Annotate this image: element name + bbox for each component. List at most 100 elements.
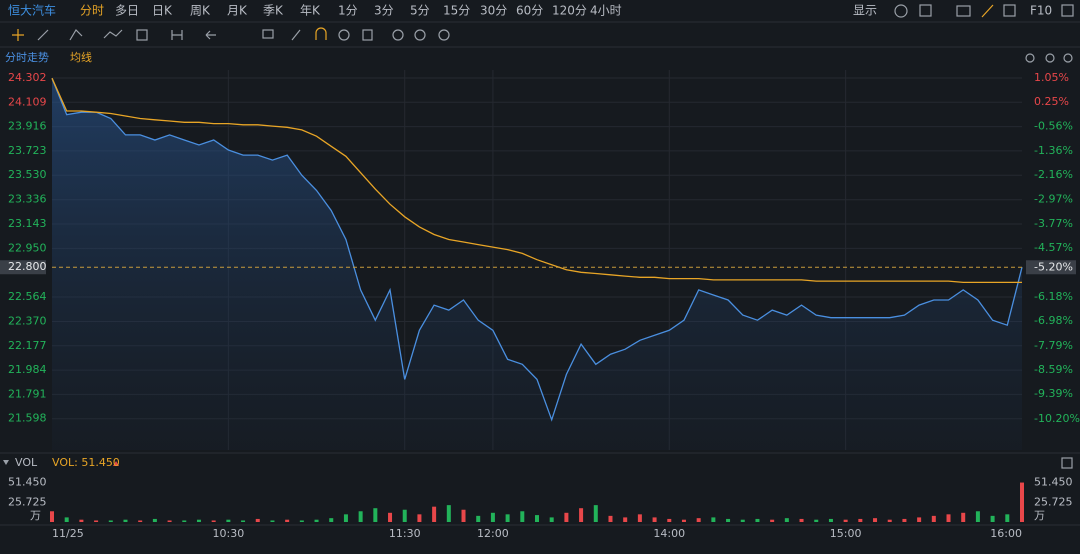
y2-tick-label: -9.39% — [1034, 387, 1073, 400]
volume-bar — [740, 519, 745, 522]
y-tick-label: 22.370 — [8, 314, 47, 327]
note-tool[interactable] — [262, 29, 274, 39]
volume-bar — [608, 515, 613, 522]
period-tab[interactable]: 周K — [190, 4, 211, 18]
period-tab[interactable]: 15分 — [443, 4, 470, 18]
lock-tool[interactable] — [414, 29, 426, 41]
price-line — [51, 77, 1023, 422]
period-tab[interactable]: 分时 — [80, 4, 104, 18]
x-tick-label: 15:00 — [830, 527, 862, 540]
collapse-icon[interactable] — [3, 460, 9, 465]
symbol[interactable]: 恒大汽车 — [8, 3, 56, 18]
volume-bar — [770, 519, 775, 522]
y-tick-label: 24.109 — [8, 95, 47, 108]
volume-bar — [828, 518, 833, 522]
zoom-in[interactable] — [1063, 53, 1073, 63]
draw-icon[interactable] — [981, 4, 994, 18]
period-tab[interactable]: 日K — [152, 4, 173, 18]
ruler-tool[interactable] — [291, 29, 301, 41]
y-tick-label: 23.530 — [8, 168, 47, 181]
period-tab[interactable]: 120分 — [552, 4, 587, 18]
arrow-tool[interactable] — [205, 30, 216, 40]
zoom-reset[interactable] — [1045, 53, 1055, 63]
volume-bar — [152, 518, 157, 522]
layout-icon[interactable] — [919, 4, 932, 17]
config-tool[interactable] — [438, 29, 450, 41]
delete-tool[interactable] — [362, 29, 373, 41]
volume-bar — [975, 511, 980, 522]
display-menu[interactable]: 显示 — [853, 4, 877, 18]
volume-bar — [432, 506, 437, 522]
volume-bar — [505, 514, 510, 522]
y2-tick-label: -6.98% — [1034, 314, 1073, 327]
volume-bar — [388, 512, 393, 522]
period-tab[interactable]: 30分 — [480, 4, 507, 18]
y-tick-label: 23.336 — [8, 193, 47, 206]
volume-bar — [623, 517, 628, 522]
x-tick-label: 12:00 — [477, 527, 509, 540]
volume-bar — [579, 508, 584, 522]
measure-tool[interactable] — [171, 30, 183, 40]
volume-bar — [343, 514, 348, 522]
volume-bar — [843, 519, 848, 522]
volume-bar — [535, 515, 539, 522]
y2-tick-label: 1.05% — [1034, 71, 1069, 84]
volume-bar — [299, 520, 304, 522]
y2-tick-label: -8.59% — [1034, 363, 1073, 376]
period-tab[interactable]: 月K — [227, 4, 248, 18]
period-tab[interactable]: 4小时 — [590, 4, 622, 18]
volume-bar — [196, 519, 201, 522]
close-icon[interactable] — [1061, 457, 1073, 469]
last-price-label: 22.800 — [8, 260, 47, 273]
volume-bar — [961, 512, 966, 522]
up-arrow — [113, 461, 119, 466]
period-tab[interactable]: 3分 — [374, 4, 394, 18]
fullscreen-icon[interactable] — [1003, 4, 1016, 17]
expand-icon[interactable] — [1061, 4, 1074, 17]
crosshair-icon[interactable] — [12, 29, 24, 41]
trend-tool[interactable] — [69, 29, 83, 41]
last-price-box — [0, 260, 46, 275]
period-tab[interactable]: 多日 — [115, 4, 139, 18]
period-tab[interactable]: 5分 — [410, 4, 430, 18]
y2-tick-label: -4.57% — [1034, 241, 1073, 254]
x-tick-label: 14:00 — [653, 527, 685, 540]
volume-bar — [358, 511, 363, 522]
volume-bar — [446, 505, 451, 522]
line-tool[interactable] — [37, 29, 49, 41]
f10-button[interactable]: F10 — [1030, 4, 1052, 18]
settings-icon[interactable] — [894, 4, 908, 18]
volume-bar — [564, 512, 569, 522]
legend-entry: 分时走势 — [5, 51, 49, 64]
period-tab[interactable]: 1分 — [338, 4, 358, 18]
volume-bar — [329, 518, 334, 522]
y2-tick-label: -7.79% — [1034, 339, 1073, 352]
volume-title: VOL — [15, 456, 38, 469]
period-tab[interactable]: 年K — [300, 4, 321, 18]
volume-bar — [652, 517, 657, 522]
wave-tool[interactable] — [103, 29, 123, 39]
volume-bar — [755, 518, 760, 522]
last-change-label: -5.20% — [1034, 260, 1073, 273]
y-tick-label: 23.916 — [8, 120, 47, 133]
volume-bar — [373, 508, 378, 522]
volume-current: VOL: 51.450 — [52, 456, 120, 469]
period-tab[interactable]: 60分 — [516, 4, 543, 18]
y-tick-label: 21.984 — [8, 363, 47, 376]
y2-tick-label: -6.18% — [1034, 290, 1073, 303]
volume-unit: 万 — [1034, 509, 1045, 522]
volume-bar — [167, 520, 172, 522]
period-tab[interactable]: 季K — [263, 4, 284, 18]
camera-icon[interactable] — [956, 5, 971, 17]
pattern-tool[interactable] — [136, 29, 148, 41]
volume-bar — [784, 518, 789, 522]
volume-bar — [211, 520, 216, 522]
hide-tool[interactable] — [338, 29, 350, 41]
link-tool[interactable] — [392, 29, 404, 41]
zoom-out[interactable] — [1025, 53, 1035, 63]
volume-bar — [917, 517, 922, 522]
magnet-tool[interactable] — [315, 27, 327, 40]
volume-tick-label: 51.450 — [8, 476, 47, 489]
